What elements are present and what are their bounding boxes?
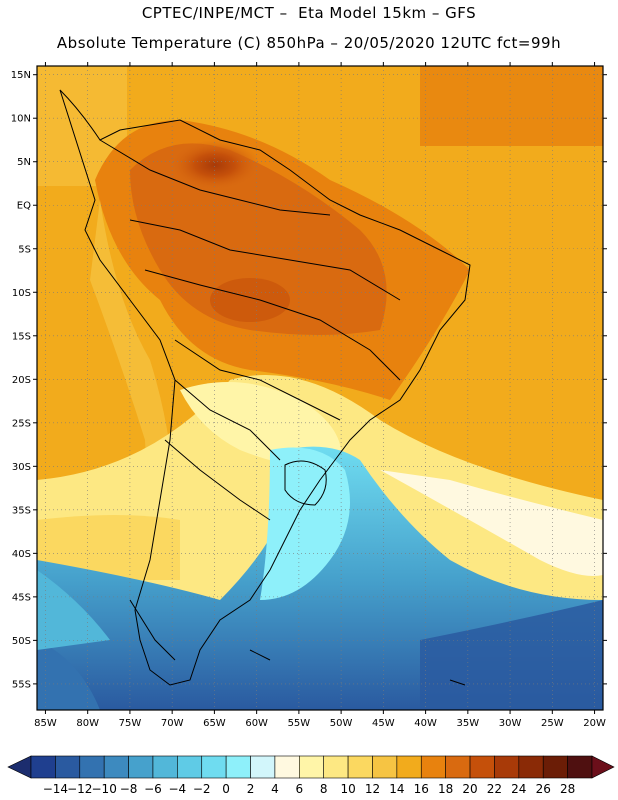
lat-tick-label: 15N	[11, 70, 31, 81]
lon-tick-label: 30W	[499, 718, 522, 729]
colorbar-label: 8	[320, 782, 328, 796]
colorbar-max-arrow	[591, 755, 615, 779]
colorbar-label: −12	[67, 782, 92, 796]
lon-tick-label: 60W	[245, 718, 268, 729]
lat-tick-label: 55S	[12, 679, 31, 690]
colorbar-label: 0	[222, 782, 230, 796]
lon-tick-label: 65W	[203, 718, 226, 729]
colorbar-label: 4	[271, 782, 279, 796]
colorbar-label: 12	[365, 782, 380, 796]
lon-tick-label: 35W	[457, 718, 480, 729]
colorbar-swatch	[79, 755, 105, 779]
colorbar-label: 24	[511, 782, 526, 796]
colorbar-swatch	[250, 755, 276, 779]
colorbar-swatch	[420, 755, 446, 779]
lon-tick-label: 45W	[372, 718, 395, 729]
colorbar-label: 26	[536, 782, 551, 796]
lon-tick-label: 75W	[119, 718, 142, 729]
lat-tick-label: 10S	[12, 288, 31, 299]
lat-tick-label: 45S	[12, 592, 31, 603]
colorbar-label: 16	[414, 782, 429, 796]
colorbar-swatch	[177, 755, 203, 779]
lat-tick-label: 5N	[17, 157, 31, 168]
colorbar-swatch	[30, 755, 56, 779]
lon-tick-label: 25W	[541, 718, 564, 729]
lat-tick-label: 40S	[12, 549, 31, 560]
colorbar-swatch	[494, 755, 520, 779]
lon-tick-label: 20W	[583, 718, 606, 729]
colorbar-swatch	[347, 755, 373, 779]
colorbar-swatch	[518, 755, 544, 779]
colorbar-label: −14	[43, 782, 68, 796]
longitude-axis: 85W 80W 75W 70W 65W 60W 55W 50W 45W 40W 35W 30W 25W 2…	[34, 62, 606, 729]
colorbar-label: −6	[144, 782, 162, 796]
colorbar-swatch	[567, 755, 593, 779]
colorbar-swatch	[103, 755, 129, 779]
lon-tick-label: 85W	[34, 718, 57, 729]
lat-tick-label: 35S	[12, 505, 31, 516]
colorbar: −14 −12 −10 −8 −6 −4 −2 0 2 4 6 8 10 12 14 16 18 20 22 24 26…	[7, 755, 615, 796]
map-gridlines	[37, 66, 603, 710]
latitude-axis: 15N 10N 5N EQ 5S 10S 15S 20S 25S 30S 35S 40S 45S 50S 5…	[11, 70, 607, 690]
lon-tick-label: 70W	[161, 718, 184, 729]
colorbar-swatch	[225, 755, 251, 779]
lat-tick-label: EQ	[17, 201, 31, 212]
colorbar-swatch	[274, 755, 300, 779]
colorbar-label: −10	[92, 782, 117, 796]
colorbar-swatch	[152, 755, 178, 779]
colorbar-swatch	[396, 755, 422, 779]
colorbar-swatch	[542, 755, 568, 779]
colorbar-label: 2	[247, 782, 255, 796]
lon-tick-label: 50W	[330, 718, 353, 729]
colorbar-swatch	[55, 755, 81, 779]
colorbar-min-arrow	[7, 755, 32, 779]
colorbar-swatch	[299, 755, 324, 779]
chart-subtitle: Absolute Temperature (C) 850hPa – 20/05/…	[56, 34, 562, 52]
colorbar-label: −8	[120, 782, 138, 796]
lat-tick-label: 10N	[11, 114, 31, 125]
colorbar-label: 18	[438, 782, 453, 796]
plot-frame	[36, 65, 604, 711]
colorbar-swatch	[128, 755, 154, 779]
lon-tick-label: 80W	[76, 718, 99, 729]
colorbar-label: −2	[193, 782, 211, 796]
colorbar-label: 14	[389, 782, 404, 796]
colorbar-swatch	[469, 755, 495, 779]
lat-tick-label: 20S	[12, 375, 31, 386]
lat-tick-label: 50S	[12, 636, 31, 647]
lon-tick-label: 40W	[414, 718, 437, 729]
colorbar-label: 6	[295, 782, 303, 796]
colorbar-label: 20	[462, 782, 477, 796]
colorbar-label: 28	[560, 782, 575, 796]
colorbar-swatch	[323, 755, 349, 779]
coastlines	[59, 89, 471, 686]
lon-tick-label: 55W	[288, 718, 311, 729]
colorbar-label: 10	[340, 782, 355, 796]
colorbar-label: 22	[487, 782, 502, 796]
lat-tick-label: 25S	[12, 418, 31, 429]
colorbar-swatch	[445, 755, 471, 779]
colorbar-swatch	[372, 755, 398, 779]
lat-tick-label: 5S	[18, 244, 31, 255]
lat-tick-label: 30S	[12, 462, 31, 473]
lat-tick-label: 15S	[12, 331, 31, 342]
colorbar-swatch	[201, 755, 227, 779]
chart-title: CPTEC/INPE/MCT – Eta Model 15km – GFS	[141, 4, 477, 22]
colorbar-label: −4	[168, 782, 186, 796]
